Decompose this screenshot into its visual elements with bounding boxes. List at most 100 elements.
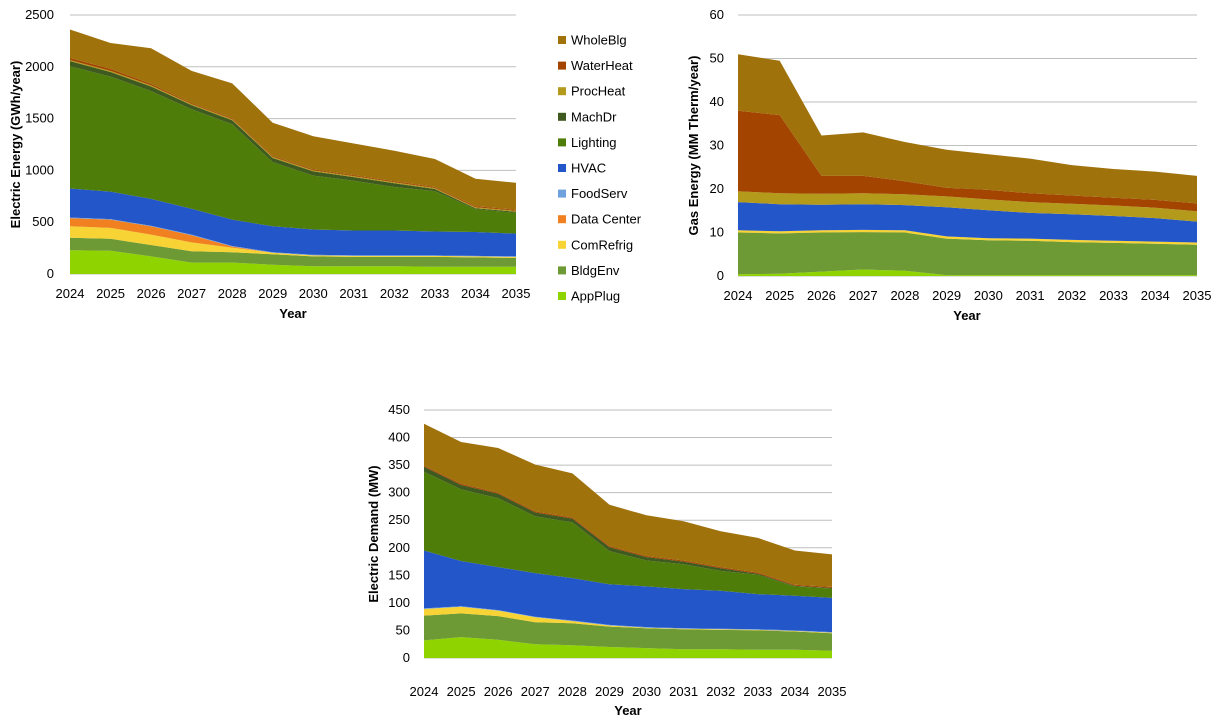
y-tick-label: 100 [388, 595, 410, 610]
x-tick-label: 2031 [669, 684, 698, 699]
series-area-waterheat [738, 110, 1197, 212]
y-tick-label: 450 [388, 402, 410, 417]
series-area-wholeblg [738, 54, 1197, 204]
x-tick-label: 2033 [420, 286, 449, 301]
series-area-bldgenv [738, 232, 1197, 276]
y-tick-label: 500 [32, 214, 54, 229]
x-tick-label: 2027 [177, 286, 206, 301]
legend-label-comrefrig: ComRefrig [571, 237, 633, 252]
series-area-wholeblg [424, 423, 832, 587]
y-tick-label: 50 [396, 622, 410, 637]
x-tick-label: 2031 [339, 286, 368, 301]
legend-swatch-machdr [558, 112, 566, 121]
x-tick-label: 2031 [1016, 288, 1045, 303]
x-tick-label: 2035 [502, 286, 531, 301]
legend: WholeBlg WaterHeat ProcHeat MachDr Lighting H… [558, 33, 642, 304]
y-tick-label: 2000 [25, 59, 54, 74]
legend-label-appplug: AppPlug [571, 289, 620, 304]
series-area-lighting [70, 66, 516, 234]
x-tick-label: 2027 [521, 684, 550, 699]
y-tick-label: 400 [388, 430, 410, 445]
legend-swatch-data-center [558, 215, 566, 224]
y-tick-label: 0 [717, 268, 724, 283]
x-tick-label: 2025 [96, 286, 125, 301]
x-tick-label: 2032 [706, 684, 735, 699]
x-tick-label: 2025 [447, 684, 476, 699]
x-tick-label: 2030 [632, 684, 661, 699]
legend-label-hvac: HVAC [571, 161, 606, 176]
y-tick-label: 2500 [25, 7, 54, 22]
legend-swatch-waterheat [558, 61, 566, 70]
y-axis-title: Gas Energy (MM Therm/year) [686, 56, 701, 236]
series-area-machdr [70, 61, 516, 213]
electric-demand-chart: 0 50 100 150 200 250 300 350 400 450 2024 2025 2026 2… [366, 402, 846, 717]
series-area-comrefrig [738, 229, 1197, 245]
x-tick-label: 2035 [1183, 288, 1212, 303]
x-tick-label: 2033 [1099, 288, 1128, 303]
x-tick-label: 2029 [932, 288, 961, 303]
series-area-wholeblg [70, 29, 516, 210]
legend-label-wholeblg: WholeBlg [571, 33, 627, 48]
x-axis-title: Year [614, 703, 641, 717]
x-tick-label: 2028 [890, 288, 919, 303]
y-tick-label: 1500 [25, 111, 54, 126]
legend-swatch-lighting [558, 138, 566, 147]
y-tick-label: 150 [388, 567, 410, 582]
legend-swatch-comrefrig [558, 240, 566, 249]
y-axis-title: Electric Energy (GWh/year) [8, 61, 23, 229]
series-area-bldgenv [70, 237, 516, 267]
x-tick-label: 2034 [1141, 288, 1170, 303]
y-tick-label: 30 [710, 138, 724, 153]
x-tick-label: 2035 [818, 684, 847, 699]
x-tick-label: 2033 [743, 684, 772, 699]
x-tick-label: 2026 [807, 288, 836, 303]
series-area-appplug [70, 250, 516, 274]
series-area-procheat [738, 191, 1197, 222]
series-area-hvac [424, 550, 832, 633]
y-tick-label: 10 [710, 225, 724, 240]
x-tick-label: 2032 [380, 286, 409, 301]
x-tick-label: 2030 [974, 288, 1003, 303]
series-area-comrefrig [424, 606, 832, 634]
y-tick-label: 1000 [25, 162, 54, 177]
x-tick-label: 2025 [765, 288, 794, 303]
series-area-comrefrig [70, 226, 516, 258]
x-tick-label: 2024 [410, 684, 439, 699]
legend-label-lighting: Lighting [571, 135, 617, 150]
y-tick-label: 0 [47, 266, 54, 281]
x-tick-label: 2029 [595, 684, 624, 699]
x-tick-label: 2028 [218, 286, 247, 301]
x-tick-label: 2026 [137, 286, 166, 301]
legend-label-foodserv: FoodServ [571, 186, 628, 201]
y-tick-label: 20 [710, 181, 724, 196]
series-area-hvac [738, 202, 1197, 243]
x-tick-label: 2034 [461, 286, 490, 301]
series-area-bldgenv [424, 613, 832, 651]
legend-swatch-procheat [558, 87, 566, 96]
series-area-data-center [70, 218, 516, 257]
legend-swatch-hvac [558, 164, 566, 172]
y-tick-label: 0 [403, 650, 410, 665]
x-tick-label: 2034 [780, 684, 809, 699]
y-tick-label: 200 [388, 540, 410, 555]
x-tick-label: 2029 [258, 286, 287, 301]
y-tick-label: 50 [710, 51, 724, 66]
series-area-appplug [738, 269, 1197, 276]
electric-energy-chart: 0 500 1000 1500 2000 2500 2024 2025 2026 2027 2028… [8, 7, 530, 321]
legend-swatch-wholeblg [558, 36, 566, 44]
legend-swatch-foodserv [558, 189, 566, 198]
legend-label-procheat: ProcHeat [571, 84, 626, 99]
y-tick-label: 300 [388, 485, 410, 500]
x-tick-label: 2032 [1057, 288, 1086, 303]
legend-label-machdr: MachDr [571, 109, 617, 124]
y-axis-title: Electric Demand (MW) [366, 465, 381, 602]
y-tick-label: 60 [710, 7, 724, 22]
legend-label-waterheat: WaterHeat [571, 58, 633, 73]
x-tick-label: 2028 [558, 684, 587, 699]
legend-label-data-center: Data Center [571, 212, 642, 227]
x-tick-label: 2024 [56, 286, 85, 301]
legend-label-bldgenv: BldgEnv [571, 263, 620, 278]
legend-swatch-appplug [558, 292, 566, 300]
